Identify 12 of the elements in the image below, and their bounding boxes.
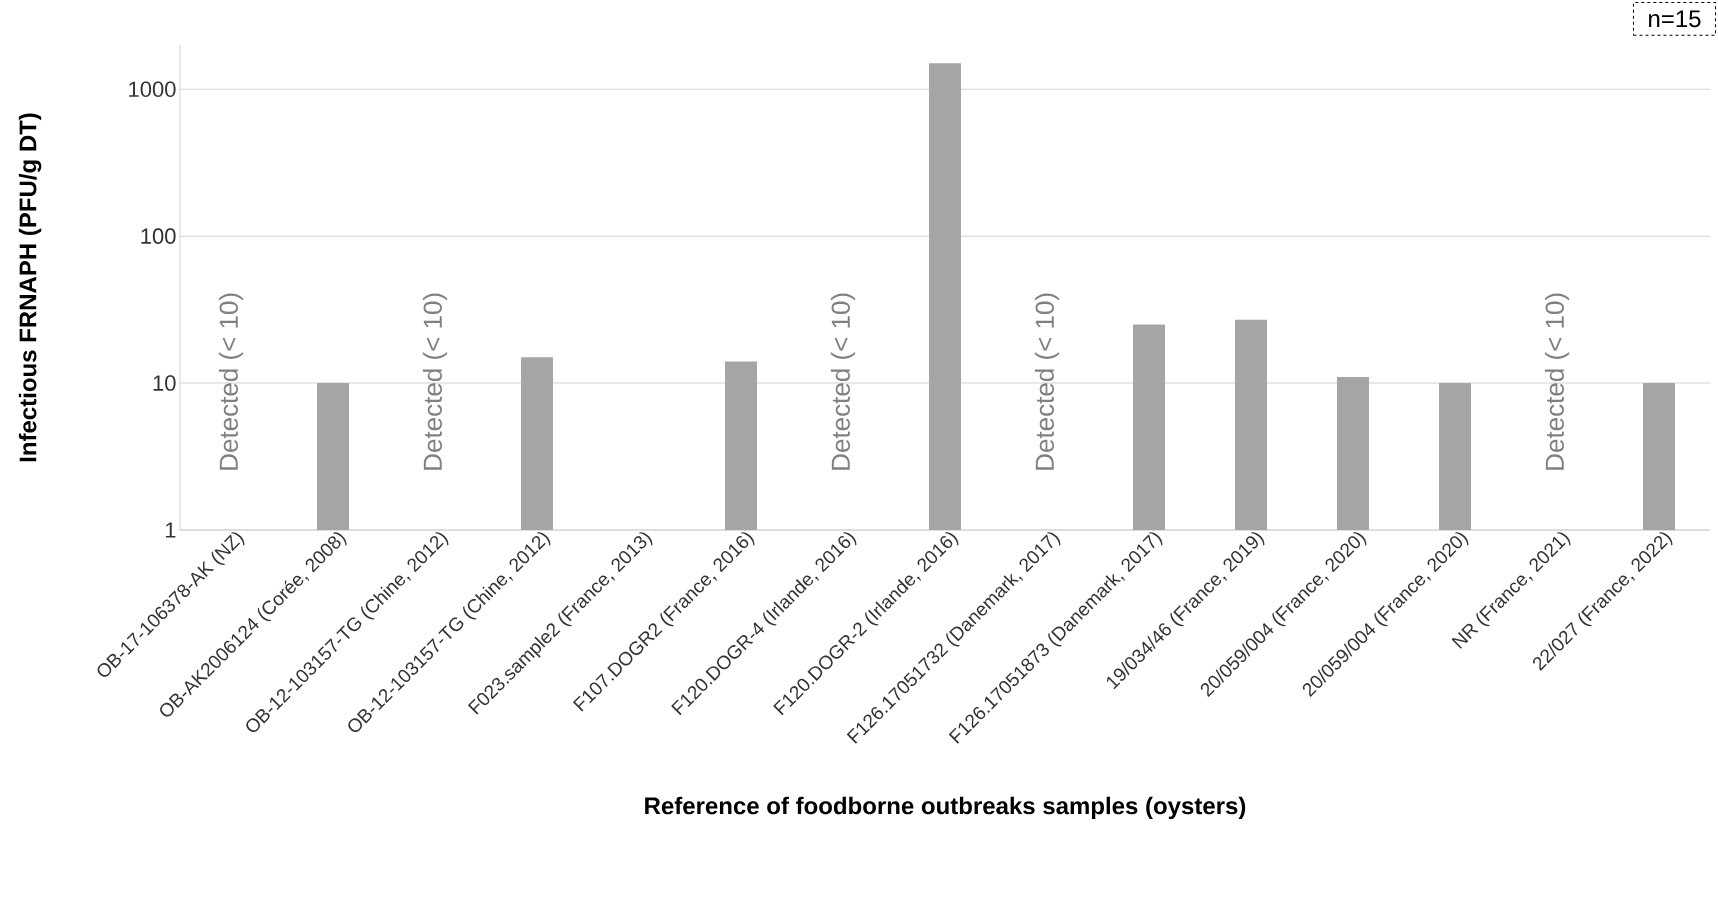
y-tick-label: 100	[141, 228, 176, 244]
text: Detected (< 10)	[422, 293, 448, 470]
y-tick-label: 1	[165, 522, 176, 538]
y-axis-title: Infectious FRNAPH (PFU/g DT)	[18, 113, 42, 462]
text: Detected (< 10)	[830, 293, 856, 470]
text: Detected (< 10)	[1544, 293, 1570, 470]
y-tick-label: 10	[153, 375, 176, 391]
text: Detected (< 10)	[1034, 293, 1060, 470]
text: n=15	[1649, 10, 1701, 28]
x-axis-title: Reference of foodborne outbreaks samples (oysters)	[645, 796, 1246, 820]
y-tick-label: 1000	[129, 81, 176, 98]
text: Detected (< 10)	[218, 293, 244, 470]
